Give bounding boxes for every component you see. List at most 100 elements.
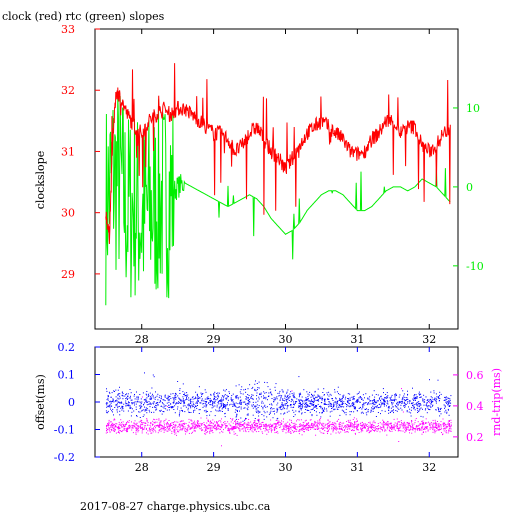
- offset-point: [358, 408, 360, 409]
- offset-point: [445, 397, 447, 399]
- round-trip-point: [414, 429, 416, 431]
- offset-point: [109, 404, 111, 406]
- offset-point: [273, 410, 275, 412]
- offset-point: [330, 394, 332, 396]
- offset-point: [112, 400, 114, 402]
- round-trip-point: [161, 427, 163, 429]
- offset-point: [171, 406, 173, 408]
- offset-point: [387, 407, 389, 409]
- round-trip-point: [179, 429, 181, 431]
- round-trip-point: [218, 425, 220, 427]
- offset-point: [419, 404, 421, 406]
- offset-point: [397, 404, 399, 406]
- round-trip-point: [409, 424, 410, 426]
- round-trip-point: [309, 427, 311, 429]
- offset-point: [438, 396, 440, 398]
- offset-point: [252, 386, 254, 388]
- round-trip-point: [364, 427, 365, 428]
- offset-point: [314, 390, 316, 392]
- round-trip-point: [306, 426, 308, 428]
- round-trip-point: [448, 426, 450, 428]
- offset-point: [380, 396, 382, 398]
- offset-point: [150, 397, 152, 399]
- offset-point: [379, 397, 380, 399]
- offset-point: [202, 393, 204, 394]
- round-trip-point: [159, 426, 161, 428]
- round-trip-point: [303, 422, 305, 424]
- offset-point: [347, 402, 349, 403]
- offset-point: [286, 401, 288, 403]
- offset-point: [360, 406, 361, 408]
- round-trip-point: [359, 423, 361, 425]
- offset-point: [271, 394, 273, 396]
- offset-point: [319, 406, 320, 407]
- offset-point: [427, 407, 429, 409]
- round-trip-point: [418, 428, 420, 430]
- offset-point: [348, 405, 350, 407]
- round-trip-point: [407, 425, 409, 427]
- round-trip-point: [435, 421, 436, 423]
- offset-point: [373, 408, 375, 410]
- offset-point: [246, 404, 248, 406]
- round-trip-point: [128, 421, 130, 423]
- offset-point: [128, 405, 130, 407]
- round-trip-point: [243, 423, 245, 425]
- offset-point: [223, 397, 225, 399]
- round-trip-point: [112, 428, 114, 430]
- round-trip-point: [399, 430, 401, 432]
- offset-point: [195, 405, 197, 407]
- offset-point: [190, 402, 192, 404]
- offset-point: [244, 419, 246, 421]
- round-trip-point: [214, 425, 216, 426]
- offset-point: [169, 406, 171, 408]
- round-trip-point: [384, 423, 386, 425]
- offset-point: [283, 413, 285, 415]
- round-trip-point: [134, 423, 136, 425]
- round-trip-point: [251, 427, 252, 429]
- round-trip-point: [411, 420, 413, 422]
- round-trip-point: [369, 421, 371, 423]
- offset-point: [374, 404, 376, 406]
- offset-point: [107, 412, 109, 414]
- offset-point: [388, 409, 390, 411]
- offset-point: [382, 403, 384, 405]
- round-trip-point: [322, 428, 324, 429]
- offset-point: [263, 395, 264, 397]
- round-trip-point: [251, 423, 253, 425]
- offset-point: [384, 401, 386, 403]
- offset-point: [226, 397, 228, 399]
- round-trip-point: [449, 423, 450, 425]
- offset-point: [235, 409, 237, 411]
- offset-point: [408, 406, 409, 408]
- round-trip-point: [239, 430, 241, 432]
- offset-point: [366, 414, 368, 416]
- offset-point: [223, 406, 225, 408]
- round-trip-point: [424, 429, 426, 430]
- round-trip-point: [239, 428, 240, 430]
- round-trip-point: [227, 427, 229, 429]
- round-trip-point: [304, 431, 305, 433]
- round-trip-point: [357, 423, 359, 425]
- offset-point: [383, 398, 385, 400]
- round-trip-point: [176, 426, 178, 428]
- round-trip-point: [297, 419, 299, 421]
- offset-point: [430, 403, 432, 405]
- offset-point: [140, 404, 142, 406]
- offset-point: [131, 402, 133, 404]
- offset-point: [346, 400, 348, 402]
- offset-point: [378, 403, 380, 405]
- offset-point: [290, 391, 292, 393]
- round-trip-point: [257, 419, 259, 421]
- offset-point: [143, 414, 145, 416]
- offset-point: [306, 406, 308, 408]
- round-trip-point: [382, 430, 383, 432]
- offset-point: [252, 414, 254, 416]
- round-trip-point: [110, 426, 112, 428]
- offset-point: [130, 392, 132, 394]
- round-trip-point: [186, 427, 188, 429]
- offset-point: [299, 408, 301, 410]
- round-trip-point: [425, 423, 427, 424]
- round-trip-point: [254, 420, 256, 422]
- offset-point: [406, 402, 408, 404]
- offset-point: [248, 399, 250, 401]
